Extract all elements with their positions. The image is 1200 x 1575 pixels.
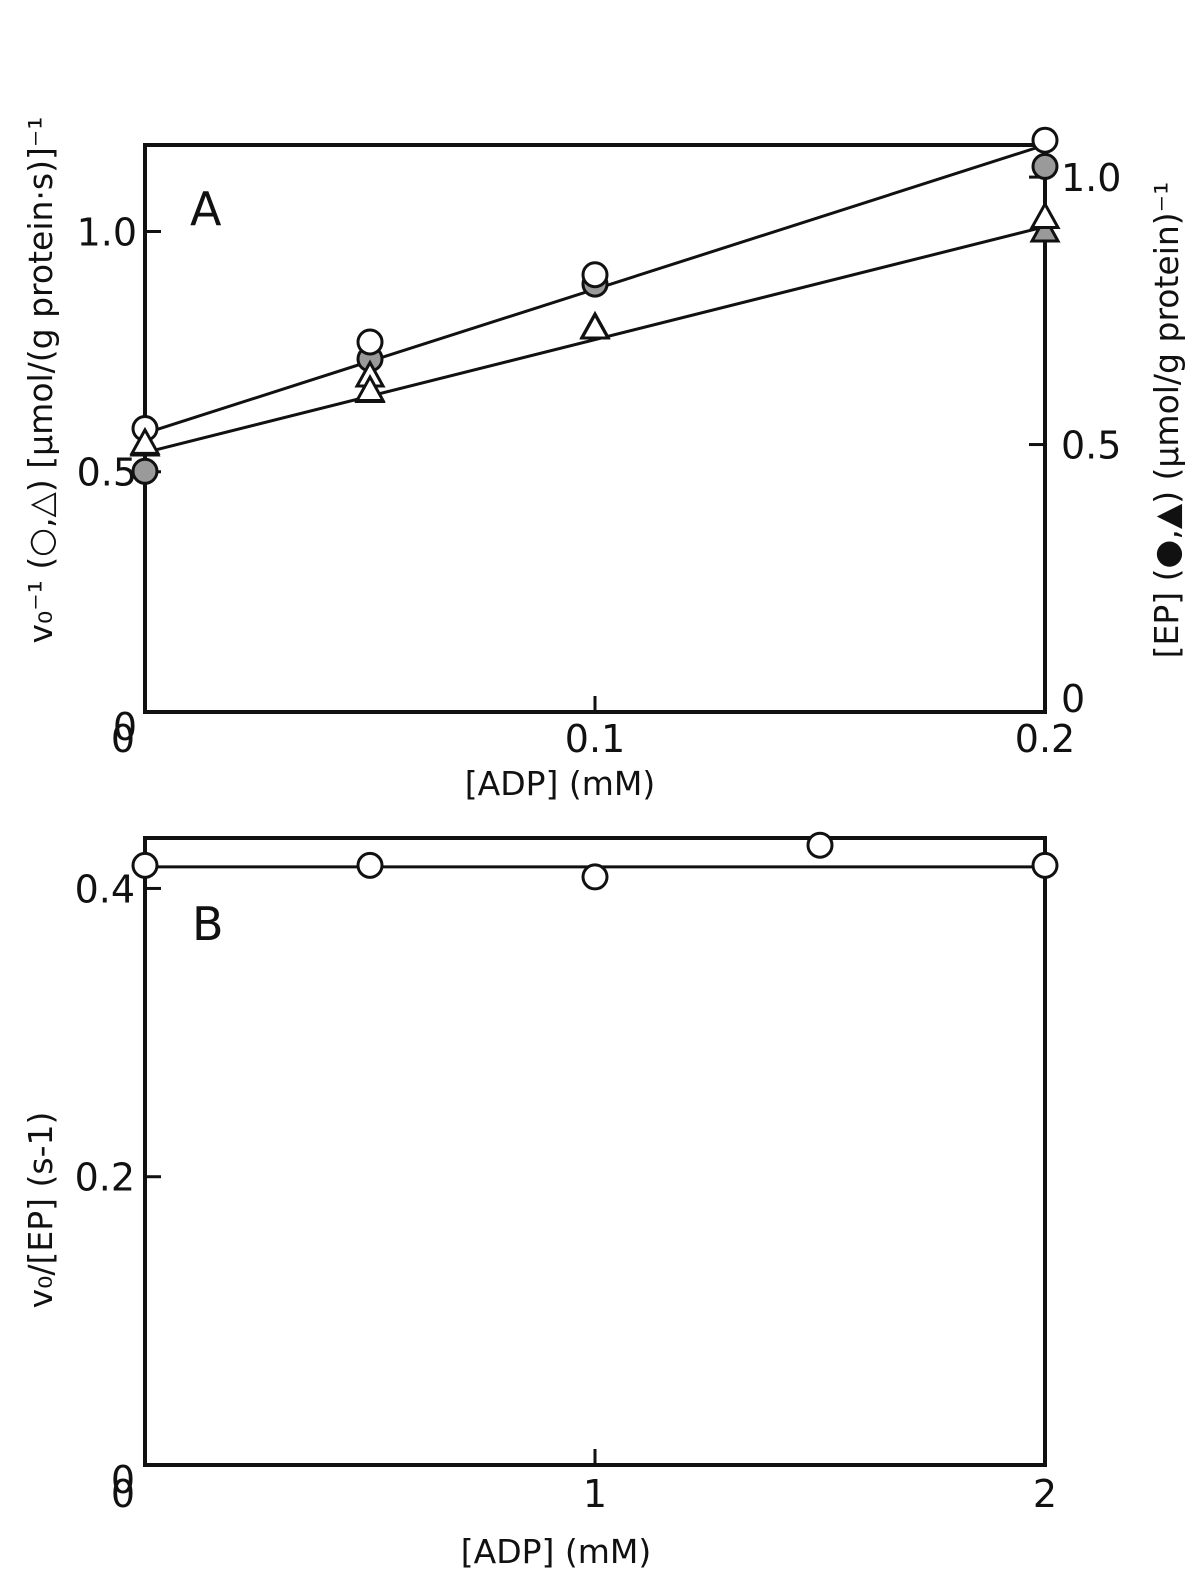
panel-a-fit-lines	[144, 143, 1046, 454]
a-right-y-tick-label: 0	[1061, 677, 1085, 721]
panel-a-ticks: 0 0.1 0.200.51.000.51.0	[77, 156, 1122, 761]
a-point-filled-triangle	[1029, 214, 1061, 243]
panel-b: B 0 1 2 0 0.2 0.4 [ADP] (mM) v₀/[EP] (s-1)	[21, 831, 1059, 1571]
panel-a: A 0 0.1 0.200.51.000.51.0 [ADP] (mM) v₀⁻¹ …	[21, 117, 1186, 804]
a-point-open-triangle	[354, 373, 386, 402]
a-point-open-triangle	[579, 311, 611, 340]
b-point-open-circle	[806, 831, 834, 859]
a-left-y-tick-label: 0.5	[77, 451, 137, 495]
a-x-tick-label: 0.2	[1015, 717, 1075, 761]
a-left-y-tick-label: 1.0	[77, 210, 137, 254]
panel-a-points	[129, 126, 1061, 485]
b-x-tick-label: 2	[1033, 1472, 1057, 1516]
b-point-open-circle	[131, 851, 159, 879]
a-right-y-tick-label: 1.0	[1061, 156, 1121, 200]
b-x-tick-label: 1	[583, 1472, 607, 1516]
panel-a-letter: A	[190, 182, 222, 236]
panel-a-frame	[143, 143, 1047, 714]
b-x-tick-label: 0	[111, 1472, 135, 1516]
a-point-open-triangle	[1029, 200, 1061, 229]
panel-b-ticks: 0 1 2 0 0.2 0.4	[75, 867, 1058, 1516]
a-left-y-tick-label: 0	[113, 705, 137, 749]
b-point-open-circle	[356, 851, 384, 879]
a-right-y-tick-label: 0.5	[1061, 424, 1121, 468]
panel-a-left-y-axis-label: v₀⁻¹ (○,△) [μmol/(g protein·s)]⁻¹	[21, 117, 60, 644]
a-point-open-circle	[356, 328, 384, 356]
b-y-tick-label: 0	[111, 1458, 135, 1502]
panel-a-x-axis-label: [ADP] (mM)	[465, 764, 656, 803]
a-point-open-triangle	[129, 426, 161, 455]
a-x-tick-label: 0.1	[565, 717, 625, 761]
b-y-tick-label: 0.4	[75, 867, 135, 911]
b-y-tick-label: 0.2	[75, 1156, 135, 1200]
b-point-open-circle	[1031, 851, 1059, 879]
panel-b-frame	[143, 836, 1047, 1467]
a-point-open-circle	[581, 261, 609, 289]
b-point-open-circle	[581, 863, 609, 891]
panel-a-right-y-axis-label: [EP] (●,▲) (μmol/g protein)⁻¹	[1147, 182, 1186, 659]
panel-b-points	[131, 831, 1059, 891]
a-x-tick-label: 0	[111, 717, 135, 761]
panel-b-letter: B	[192, 897, 224, 951]
panel-b-y-axis-label: v₀/[EP] (s-1)	[21, 1112, 60, 1309]
a-point-filled-circle	[131, 457, 159, 485]
a-fit-line-open-triangle	[144, 225, 1046, 454]
a-point-filled-circle	[1031, 152, 1059, 180]
panel-b-x-axis-label: [ADP] (mM)	[461, 1532, 652, 1571]
a-point-open-circle	[1031, 126, 1059, 154]
